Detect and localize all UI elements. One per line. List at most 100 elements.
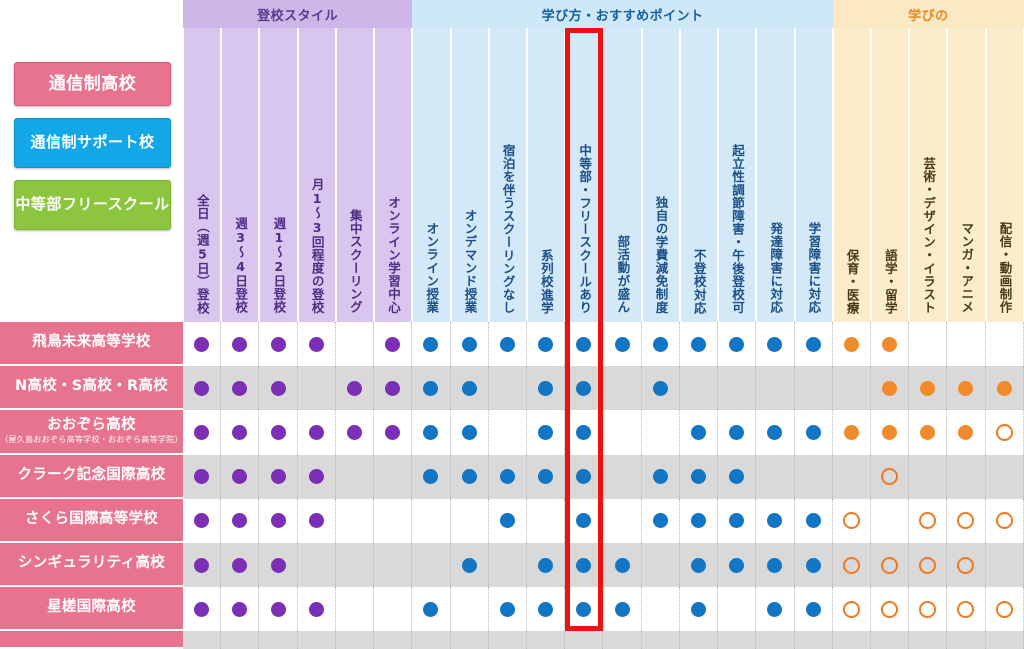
cell-partial: [298, 631, 336, 649]
mark-dot-icon: [576, 513, 592, 529]
column-header-dokuji-gakuhi[interactable]: 独自の学費減免制度: [641, 28, 680, 322]
column-header-online-gakushu[interactable]: オンライン学習中心: [374, 28, 413, 322]
cell-clark-kinen-keiretsuko-shingaku: [527, 454, 566, 499]
row-label-title: さくら国際高等学校: [24, 510, 159, 527]
mark-dot-icon: [538, 469, 554, 485]
cell-clark-kinen-zenjitsu: [183, 454, 222, 499]
cell-ohzora-shu1-2: [259, 410, 298, 455]
cell-n-s-r-koukou-geijutsu-design: [909, 366, 948, 411]
row-label-singularity[interactable]: シンギュラリティ高校: [0, 542, 183, 588]
mark-dot-icon: [805, 424, 821, 440]
column-header-ondemand-jugyo[interactable]: オンデマンド授業: [450, 28, 489, 322]
mark-dot-icon: [423, 380, 439, 396]
column-header-futoko-taio[interactable]: 不登校対応: [679, 28, 719, 322]
column-header-label: 起立性調節障害・午後登校可: [729, 143, 745, 314]
mark-dot-icon: [461, 424, 477, 440]
cell-sakura-kokusai-gakushu-shogai: [795, 498, 833, 543]
cell-singularity-shu3-4: [221, 542, 260, 588]
column-header-zenjitsu[interactable]: 全日（週5日）登校: [183, 28, 222, 322]
cell-n-s-r-koukou-zenjitsu: [183, 366, 222, 411]
mark-dot-icon: [270, 557, 286, 573]
mark-dot-icon: [614, 601, 630, 617]
cell-n-s-r-koukou-haishin-doga: [986, 366, 1024, 411]
column-header-keiretsuko-shingaku[interactable]: 系列校進学: [526, 28, 566, 322]
row-label-seisa-kokusai[interactable]: 星槎国際高校: [0, 587, 183, 632]
cell-clark-kinen-shuchu-schooling: [336, 454, 375, 499]
mark-dot-icon: [346, 380, 362, 396]
row-label-asuka-mirai[interactable]: 飛鳥未来高等学校: [0, 322, 183, 367]
cell-ohzora-hoiku-iryo: [833, 410, 871, 455]
mark-dot-icon: [805, 601, 821, 617]
mark-dot-icon: [194, 601, 210, 617]
mark-dot-icon: [882, 336, 898, 352]
cell-asuka-mirai-bukatsudo-sakan: [603, 322, 642, 367]
column-header-kiritsusei-shogai[interactable]: 起立性調節障害・午後登校可: [718, 28, 757, 322]
column-header-shu1-2[interactable]: 週1〜2日登校: [259, 28, 298, 322]
mark-dot-icon: [423, 424, 439, 440]
cell-n-s-r-koukou-ondemand-jugyo: [451, 366, 489, 411]
column-header-shukuhaku-nashi[interactable]: 宿泊を伴うスクーリングなし: [488, 28, 527, 322]
column-header-haishin-doga[interactable]: 配信・動画制作: [985, 28, 1024, 322]
column-header-inner: 保育・医療: [834, 32, 870, 315]
row-label-column: 飛鳥未来高等学校 N高校・S高校・R高校 おおぞら高校 （屋久島おおぞら高等学校・おお…: [0, 322, 183, 649]
row-label-ohzora[interactable]: おおぞら高校 （屋久島おおぞら高等学校・おおぞら高等学院）: [0, 410, 183, 455]
column-header-label: 月1〜3回程度の登校: [309, 178, 325, 314]
cell-clark-kinen-haishin-doga: [986, 454, 1024, 499]
mark-dot-icon: [690, 601, 706, 617]
column-header-chutoubu-freeschool-ari[interactable]: 中等部・フリースクールあり: [565, 28, 604, 322]
group-header-label: 登校スタイル: [257, 8, 339, 24]
table-row-partial-next: [183, 631, 1024, 649]
mark-dot-icon: [538, 601, 554, 617]
column-header-inner: 発達障害に対応: [757, 32, 793, 314]
cell-n-s-r-koukou-online-jugyo: [412, 366, 451, 411]
column-header-label: 芸術・デザイン・イラスト: [921, 156, 937, 314]
cell-asuka-mirai-tsuki1-3: [298, 322, 336, 367]
mark-dot-icon: [461, 336, 477, 352]
column-header-bukatsudo-sakan[interactable]: 部活動が盛ん: [603, 28, 642, 322]
column-header-geijutsu-design[interactable]: 芸術・デザイン・イラスト: [909, 28, 948, 322]
cell-asuka-mirai-gakushu-shogai: [795, 322, 833, 367]
row-label-clark-kinen[interactable]: クラーク記念国際高校: [0, 454, 183, 499]
row-label-sakura-kokusai[interactable]: さくら国際高等学校: [0, 498, 183, 543]
mark-dot-icon: [461, 469, 477, 485]
group-header-label: 学び方・おすすめポイント: [541, 8, 704, 24]
column-header-tsuki1-3[interactable]: 月1〜3回程度の登校: [297, 28, 336, 322]
mark-dot-icon: [729, 469, 745, 485]
mark-dot-icon: [614, 557, 630, 573]
mark-dot-icon: [843, 424, 859, 440]
mark-dot-icon: [385, 336, 401, 352]
column-header-online-jugyo[interactable]: オンライン授業: [412, 28, 451, 322]
cell-asuka-mirai-hoiku-iryo: [833, 322, 871, 367]
cell-singularity-hattatsu-shogai: [756, 542, 795, 588]
column-header-gogaku-ryugaku[interactable]: 語学・留学: [870, 28, 910, 322]
cell-n-s-r-koukou-keiretsuko-shingaku: [527, 366, 566, 411]
cell-partial: [603, 631, 642, 649]
column-header-manga-anime[interactable]: マンガ・アニメ: [947, 28, 986, 322]
cell-singularity-haishin-doga: [986, 542, 1024, 588]
mark-ring-icon: [919, 600, 937, 618]
row-label-title: クラーク記念国際高校: [17, 466, 166, 483]
group-header-manabikata-osusume: 学び方・おすすめポイント: [412, 0, 833, 28]
mark-dot-icon: [232, 424, 248, 440]
cell-seisa-kokusai-keiretsuko-shingaku: [527, 587, 566, 632]
column-header-shu3-4[interactable]: 週3〜4日登校: [221, 28, 260, 322]
column-header-hattatsu-shogai[interactable]: 発達障害に対応: [756, 28, 795, 322]
column-header-inner: 集中スクーリング: [337, 32, 373, 314]
column-header-gakushu-shogai[interactable]: 学習障害に対応: [794, 28, 833, 322]
column-header-hoiku-iryo[interactable]: 保育・医療: [832, 28, 871, 322]
cell-singularity-kiritsusei-shogai: [718, 542, 757, 588]
cell-ohzora-gogaku-ryugaku: [871, 410, 910, 455]
mark-dot-icon: [652, 336, 668, 352]
mark-dot-icon: [652, 513, 668, 529]
cell-ohzora-geijutsu-design: [909, 410, 948, 455]
row-label-n-s-r-koukou[interactable]: N高校・S高校・R高校: [0, 366, 183, 411]
cell-partial: [795, 631, 833, 649]
cell-singularity-online-jugyo: [412, 542, 451, 588]
mark-ring-icon: [957, 512, 975, 530]
column-header-shuchu-schooling[interactable]: 集中スクーリング: [335, 28, 375, 322]
cell-seisa-kokusai-ondemand-jugyo: [451, 587, 489, 632]
mark-dot-icon: [232, 557, 248, 573]
mark-dot-icon: [538, 336, 554, 352]
column-header-inner: 起立性調節障害・午後登校可: [719, 32, 755, 314]
row-label-partial-next: [0, 631, 183, 649]
